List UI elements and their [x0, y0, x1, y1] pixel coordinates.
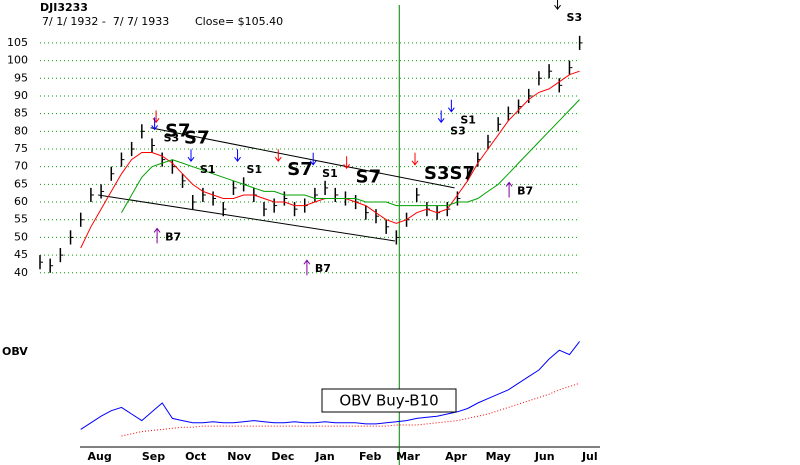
x-tick-label: Mar — [396, 450, 420, 463]
signal-arrow — [309, 152, 317, 166]
signal-arrow — [505, 181, 513, 198]
obv-title: OBV — [2, 345, 28, 358]
signal-arrow — [437, 110, 445, 124]
x-tick-label: Oct — [185, 450, 206, 463]
signal-label: S1 — [322, 167, 338, 180]
signal-arrow — [274, 149, 282, 163]
signal-label: S7 — [356, 166, 382, 187]
line-series — [80, 341, 580, 430]
x-tick-label: Jan — [314, 450, 334, 463]
x-tick-label: May — [486, 450, 511, 463]
x-tick-label: Jul — [581, 450, 598, 463]
y-tick-label: 65 — [14, 177, 28, 190]
trendline — [150, 127, 455, 189]
y-tick-label: 45 — [14, 248, 28, 261]
y-tick-label: 50 — [14, 230, 28, 243]
y-tick-label: 70 — [14, 160, 28, 173]
signal-label: S1 — [247, 163, 263, 176]
signal-label: S7 — [165, 120, 191, 141]
signal-arrow — [153, 227, 161, 244]
y-tick-label: 75 — [14, 142, 28, 155]
signal-arrow — [411, 152, 419, 166]
x-tick-label: Jun — [534, 450, 555, 463]
signal-arrow — [303, 259, 311, 276]
trendline — [98, 194, 395, 242]
y-tick-label: 95 — [14, 71, 28, 84]
chart-title: DJI3233 — [40, 1, 88, 14]
signal-arrow — [343, 156, 351, 170]
signal-label: S1 — [200, 163, 216, 176]
signal-label: S7 — [184, 127, 210, 148]
y-tick-label: 105 — [7, 36, 28, 49]
y-tick-label: 60 — [14, 195, 28, 208]
signal-label: B7 — [165, 230, 181, 243]
signal-label: S1 — [460, 114, 476, 127]
x-tick-label: Aug — [88, 450, 112, 463]
line-series — [121, 99, 580, 213]
signal-arrow — [447, 99, 455, 113]
signal-label: S3 — [450, 124, 466, 137]
signal-arrow — [234, 149, 241, 163]
x-tick-label: Sep — [142, 450, 165, 463]
signal-label: S3 — [567, 11, 583, 24]
signal-label: B7 — [517, 184, 533, 197]
y-tick-label: 40 — [14, 266, 28, 279]
y-tick-label: 90 — [14, 89, 28, 102]
x-tick-label: Apr — [445, 450, 467, 463]
x-tick-label: Dec — [271, 450, 294, 463]
y-tick-label: 85 — [14, 107, 28, 120]
y-tick-label: 100 — [7, 54, 28, 67]
signal-arrow — [187, 149, 195, 163]
line-series — [121, 382, 580, 437]
signal-label: S7 — [287, 159, 313, 180]
signal-label: S3 — [164, 131, 180, 144]
annotation-box — [321, 388, 457, 413]
x-tick-label: Feb — [359, 450, 382, 463]
signal-arrow — [554, 0, 561, 10]
signal-arrow — [152, 110, 160, 124]
signal-label: S3S7 — [424, 163, 475, 184]
annotation-text: OBV Buy-B10 — [339, 392, 438, 410]
signal-label: B7 — [315, 262, 331, 275]
x-tick-label: Nov — [227, 450, 252, 463]
chart-subtitle: 7/ 1/ 1932 - 7/ 7/ 1933 — [42, 15, 169, 28]
y-tick-label: 55 — [14, 213, 28, 226]
signal-arrow — [151, 117, 159, 131]
y-tick-label: 80 — [14, 124, 28, 137]
close-label: Close= $105.40 — [195, 15, 283, 28]
